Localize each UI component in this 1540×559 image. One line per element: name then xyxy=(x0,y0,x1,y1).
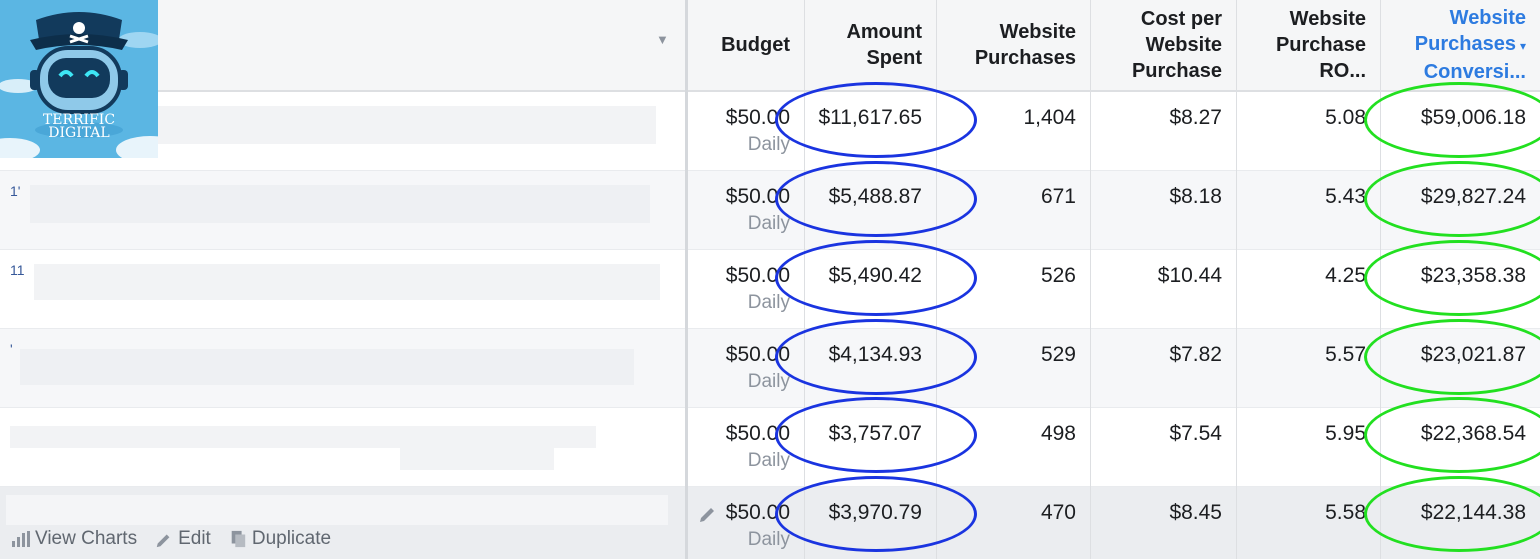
budget-type: Daily xyxy=(747,450,790,471)
redacted-name xyxy=(34,264,660,300)
conversion-highlight-ellipse xyxy=(1364,82,1540,158)
column-header-line: Amount xyxy=(846,21,922,43)
view-charts-label: View Charts xyxy=(35,528,138,549)
redacted-name xyxy=(10,426,596,448)
table-row[interactable]: 1' $50.00 Daily $5,488.87 671 $8.18 5.43… xyxy=(0,171,1540,250)
website-purchases-value: 498 xyxy=(1040,422,1076,445)
amount-highlight-ellipse xyxy=(775,397,977,473)
bar-chart-icon xyxy=(12,531,30,547)
edit-label: Edit xyxy=(178,528,211,549)
column-header-cost-per-purchase[interactable]: Cost per Website Purchase xyxy=(1090,0,1236,90)
roas-value: 5.57 xyxy=(1325,343,1366,366)
amount-highlight-ellipse xyxy=(775,161,977,237)
column-header-line: Website xyxy=(1145,34,1222,56)
budget-value: $50.00 xyxy=(725,185,790,208)
conversion-highlight-ellipse xyxy=(1364,161,1540,237)
redacted-name xyxy=(20,349,634,385)
campaign-name-fragment[interactable]: ' xyxy=(10,341,13,357)
column-header-line: Website xyxy=(1449,7,1526,29)
logo-text-line: DIGITAL xyxy=(48,125,110,141)
roas-value: 5.58 xyxy=(1325,501,1366,524)
budget-type: Daily xyxy=(747,529,790,550)
cost-per-purchase-value: $7.82 xyxy=(1169,343,1222,366)
robot-pirate-logo-icon xyxy=(0,0,158,158)
redacted-name xyxy=(400,448,554,470)
table-row[interactable]: $50.00 Daily $11,617.65 1,404 $8.27 5.08… xyxy=(0,92,1540,171)
view-charts-link[interactable]: View Charts xyxy=(12,528,137,550)
table-row[interactable]: ' $50.00 Daily $4,134.93 529 $7.82 5.57 … xyxy=(0,329,1540,408)
amount-highlight-ellipse xyxy=(775,82,977,158)
column-divider[interactable] xyxy=(685,0,688,559)
column-header-line: Spent xyxy=(866,47,922,69)
website-purchases-value: 671 xyxy=(1040,185,1076,208)
campaign-name-fragment[interactable]: 1' xyxy=(10,183,21,199)
edit-budget-icon[interactable] xyxy=(698,503,718,523)
column-header-budget[interactable]: Budget xyxy=(686,0,804,90)
column-header-line: Website xyxy=(999,21,1076,43)
conversion-highlight-ellipse xyxy=(1364,240,1540,316)
redacted-name xyxy=(30,185,650,223)
column-header-budget-label: Budget xyxy=(721,34,790,56)
cost-per-purchase-value: $8.18 xyxy=(1169,185,1222,208)
cost-per-purchase-value: $10.44 xyxy=(1157,264,1222,287)
duplicate-link[interactable]: Duplicate xyxy=(229,528,331,550)
budget-value: $50.00 xyxy=(725,422,790,445)
cost-per-purchase-value: $8.45 xyxy=(1169,501,1222,524)
column-header-line: Purchase xyxy=(1131,60,1222,82)
pencil-icon xyxy=(156,534,170,548)
column-header-line: Cost per xyxy=(1140,8,1222,30)
column-header-line: Purchases xyxy=(974,47,1076,69)
duplicate-icon xyxy=(231,530,246,548)
column-header-line: RO... xyxy=(1319,60,1366,82)
website-purchases-value: 1,404 xyxy=(1023,106,1076,129)
budget-value: $50.00 xyxy=(725,264,790,287)
conversion-highlight-ellipse xyxy=(1364,397,1540,473)
edit-link[interactable]: Edit xyxy=(155,528,211,550)
campaign-name-fragment[interactable]: 11 xyxy=(10,262,25,278)
column-header-line: Conversi... xyxy=(1423,61,1526,83)
redacted-name xyxy=(6,495,668,525)
budget-type: Daily xyxy=(747,213,790,234)
amount-highlight-ellipse xyxy=(775,319,977,395)
budget-type: Daily xyxy=(747,371,790,392)
column-header-conversion-value[interactable]: Website Purchases ▾ Conversi... xyxy=(1380,0,1540,90)
column-header-amount-spent[interactable]: Amount Spent xyxy=(804,0,936,90)
amount-highlight-ellipse xyxy=(775,476,977,552)
column-header-website-purchases[interactable]: Website Purchases xyxy=(936,0,1090,90)
logo-text-line: TERRIFIC xyxy=(42,112,116,128)
roas-value: 5.43 xyxy=(1325,185,1366,208)
budget-value[interactable]: $50.00 xyxy=(725,501,790,524)
budget-value: $50.00 xyxy=(725,343,790,366)
table-header xyxy=(0,0,1540,92)
redacted-name xyxy=(150,106,656,144)
roas-value: 4.25 xyxy=(1325,264,1366,287)
cost-per-purchase-value: $8.27 xyxy=(1169,106,1222,129)
budget-value: $50.00 xyxy=(725,106,790,129)
budget-type: Daily xyxy=(747,134,790,155)
budget-type: Daily xyxy=(747,292,790,313)
column-divider[interactable] xyxy=(1236,0,1237,559)
conversion-highlight-ellipse xyxy=(1364,319,1540,395)
name-column-dropdown-icon[interactable]: ▼ xyxy=(656,32,669,47)
row-actions: View Charts Edit Duplicate xyxy=(12,528,331,550)
amount-highlight-ellipse xyxy=(775,240,977,316)
column-header-line: Website xyxy=(1289,8,1366,30)
column-header-line: Purchase xyxy=(1275,34,1366,56)
table-row[interactable]: $50.00 Daily $3,757.07 498 $7.54 5.95 $2… xyxy=(0,408,1540,487)
website-purchases-value: 470 xyxy=(1040,501,1076,524)
column-divider[interactable] xyxy=(1090,0,1091,559)
duplicate-label: Duplicate xyxy=(251,528,332,549)
brand-logo: TERRIFIC DIGITAL xyxy=(0,0,158,158)
column-header-line: Purchases ▾ xyxy=(1414,33,1526,55)
roas-value: 5.95 xyxy=(1325,422,1366,445)
column-header-roas[interactable]: Website Purchase RO... xyxy=(1236,0,1380,90)
table-row[interactable]: $50.00 Daily $3,970.79 470 $8.45 5.58 $2… xyxy=(0,487,1540,559)
table-row[interactable]: 11 $50.00 Daily $5,490.42 526 $10.44 4.2… xyxy=(0,250,1540,329)
sort-caret-icon[interactable]: ▾ xyxy=(1519,39,1526,53)
roas-value: 5.08 xyxy=(1325,106,1366,129)
cost-per-purchase-value: $7.54 xyxy=(1169,422,1222,445)
website-purchases-value: 529 xyxy=(1040,343,1076,366)
website-purchases-value: 526 xyxy=(1040,264,1076,287)
conversion-highlight-ellipse xyxy=(1364,476,1540,552)
